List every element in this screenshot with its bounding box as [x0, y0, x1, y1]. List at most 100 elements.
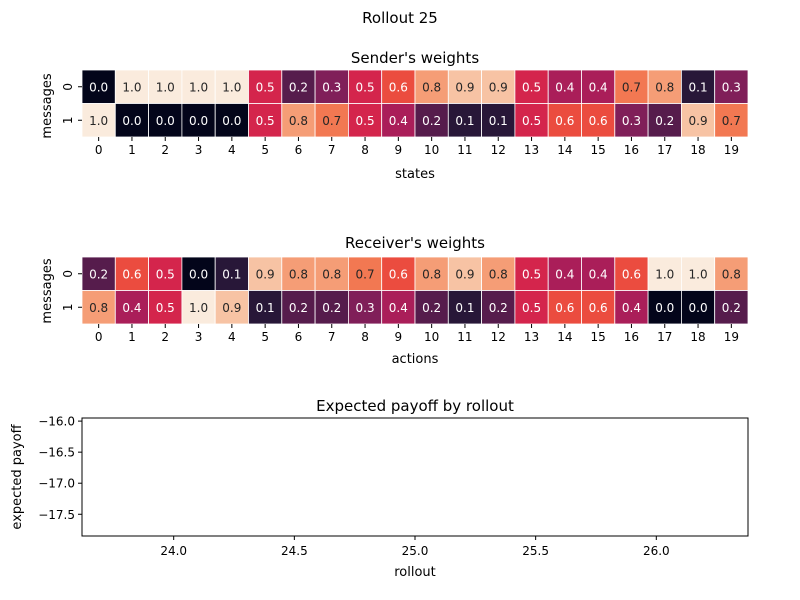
sender-cell	[581, 69, 616, 104]
sender-cell-label: 0.9	[689, 114, 708, 128]
receiver-cell-label: 0.6	[389, 267, 408, 281]
receiver-cell	[614, 256, 649, 291]
sender-cell-label: 0.7	[322, 114, 341, 128]
sender-cell-label: 0.6	[389, 80, 408, 94]
receiver-cell-label: 0.2	[322, 301, 341, 315]
sender-x-tick-label: 18	[690, 143, 705, 157]
receiver-cell	[714, 256, 749, 291]
receiver-x-tick-label: 15	[591, 330, 606, 344]
sender-cell-label: 0.7	[722, 114, 741, 128]
sender-x-tick-label: 2	[161, 143, 169, 157]
sender-cell-label: 1.0	[189, 80, 208, 94]
payoff-x-tick-label: 24.0	[160, 544, 187, 558]
sender-x-tick-label: 13	[524, 143, 539, 157]
payoff-ylabel: expected payoff	[10, 423, 25, 529]
receiver-cell	[347, 290, 383, 325]
payoff-y-tick-label: −17.0	[38, 477, 75, 491]
sender-cell-label: 0.4	[555, 80, 574, 94]
receiver-cell-label: 0.8	[722, 267, 741, 281]
sender-cell-label: 0.0	[122, 114, 141, 128]
sender-cell-label: 0.0	[156, 114, 175, 128]
sender-cell	[281, 103, 316, 138]
sender-cell-label: 0.3	[722, 80, 741, 94]
receiver-x-tick-label: 7	[328, 330, 336, 344]
sender-x-tick-label: 17	[657, 143, 672, 157]
sender-cell-label: 0.9	[455, 80, 474, 94]
receiver-cell	[447, 290, 482, 325]
sender-cell	[614, 103, 649, 138]
receiver-cell	[148, 256, 183, 291]
receiver-cell-label: 0.5	[156, 301, 175, 315]
sender-cell	[314, 103, 349, 138]
sender-cell-label: 0.0	[222, 114, 241, 128]
sender-cell-label: 0.2	[655, 114, 674, 128]
payoff-y-tick-label: −17.5	[38, 508, 75, 522]
receiver-cell	[647, 256, 682, 291]
sender-cell-label: 0.5	[356, 114, 375, 128]
receiver-cell-label: 0.4	[589, 267, 608, 281]
sender-x-tick-label: 19	[724, 143, 739, 157]
sender-cell-label: 0.6	[589, 114, 608, 128]
receiver-cell-label: 0.0	[655, 301, 674, 315]
receiver-cell-label: 0.4	[622, 301, 641, 315]
payoff-x-tick-label: 24.5	[281, 544, 308, 558]
sender-title: Sender's weights	[351, 49, 479, 67]
sender-cell-label: 0.4	[389, 114, 408, 128]
receiver-cell-label: 0.8	[89, 301, 108, 315]
receiver-cell	[214, 290, 249, 325]
receiver-y-ticks: 01	[61, 270, 82, 311]
receiver-cell-label: 1.0	[689, 267, 708, 281]
receiver-cell-label: 0.2	[722, 301, 741, 315]
receiver-xlabel: actions	[392, 352, 439, 367]
figure-suptitle: Rollout 25	[362, 9, 438, 27]
receiver-x-tick-label: 11	[457, 330, 472, 344]
receiver-title: Receiver's weights	[345, 234, 485, 252]
payoff-chart: Expected payoff by rollout 24.0 24.5 25.0 2…	[10, 397, 749, 580]
receiver-cell	[414, 290, 449, 325]
receiver-cell-label: 0.2	[289, 301, 308, 315]
receiver-cell-label: 0.6	[122, 267, 141, 281]
receiver-cell	[281, 256, 316, 291]
receiver-cell-label: 0.8	[422, 267, 441, 281]
receiver-cell-label: 1.0	[655, 267, 674, 281]
receiver-x-tick-label: 3	[195, 330, 203, 344]
receiver-cell	[314, 256, 349, 291]
receiver-cell-label: 0.0	[689, 301, 708, 315]
receiver-cell-label: 0.6	[555, 301, 574, 315]
receiver-cell	[314, 290, 349, 325]
sender-cell-label: 0.7	[622, 80, 641, 94]
sender-x-tick-label: 14	[557, 143, 572, 157]
receiver-cell-label: 0.1	[222, 267, 241, 281]
receiver-cell	[248, 290, 283, 325]
receiver-cell	[481, 256, 516, 291]
payoff-x-ticks: 24.0 24.5 25.0 25.5 26.0	[160, 536, 670, 558]
sender-cell	[347, 103, 383, 138]
receiver-x-tick-label: 14	[557, 330, 572, 344]
receiver-cell-label: 0.6	[622, 267, 641, 281]
receiver-ylabel: messages	[40, 258, 55, 323]
receiver-cell	[114, 256, 150, 291]
receiver-cell-label: 0.8	[322, 267, 341, 281]
sender-cell	[647, 69, 682, 104]
sender-x-tick-label: 3	[195, 143, 203, 157]
receiver-cell	[381, 256, 416, 291]
sender-cell-label: 1.0	[122, 80, 141, 94]
receiver-x-tick-label: 18	[690, 330, 705, 344]
sender-cell-label: 0.1	[455, 114, 474, 128]
sender-x-tick-label: 4	[228, 143, 236, 157]
sender-cell	[614, 69, 649, 104]
receiver-cell	[447, 256, 482, 291]
receiver-cell-label: 0.2	[422, 301, 441, 315]
payoff-x-tick-label: 25.0	[402, 544, 429, 558]
sender-cell	[414, 103, 449, 138]
receiver-cell-label: 0.4	[122, 301, 141, 315]
receiver-cell-label: 0.1	[256, 301, 275, 315]
sender-cell	[314, 69, 349, 104]
receiver-cell	[547, 256, 582, 291]
sender-cell-label: 1.0	[156, 80, 175, 94]
receiver-heatmap: Receiver's weights 0.2 0.6 0.5 0.0 0.1 0.9 0.8…	[40, 234, 749, 367]
sender-cell	[114, 103, 150, 138]
sender-x-tick-label: 7	[328, 143, 336, 157]
sender-cell-label: 0.9	[489, 80, 508, 94]
payoff-xlabel: rollout	[394, 565, 436, 580]
